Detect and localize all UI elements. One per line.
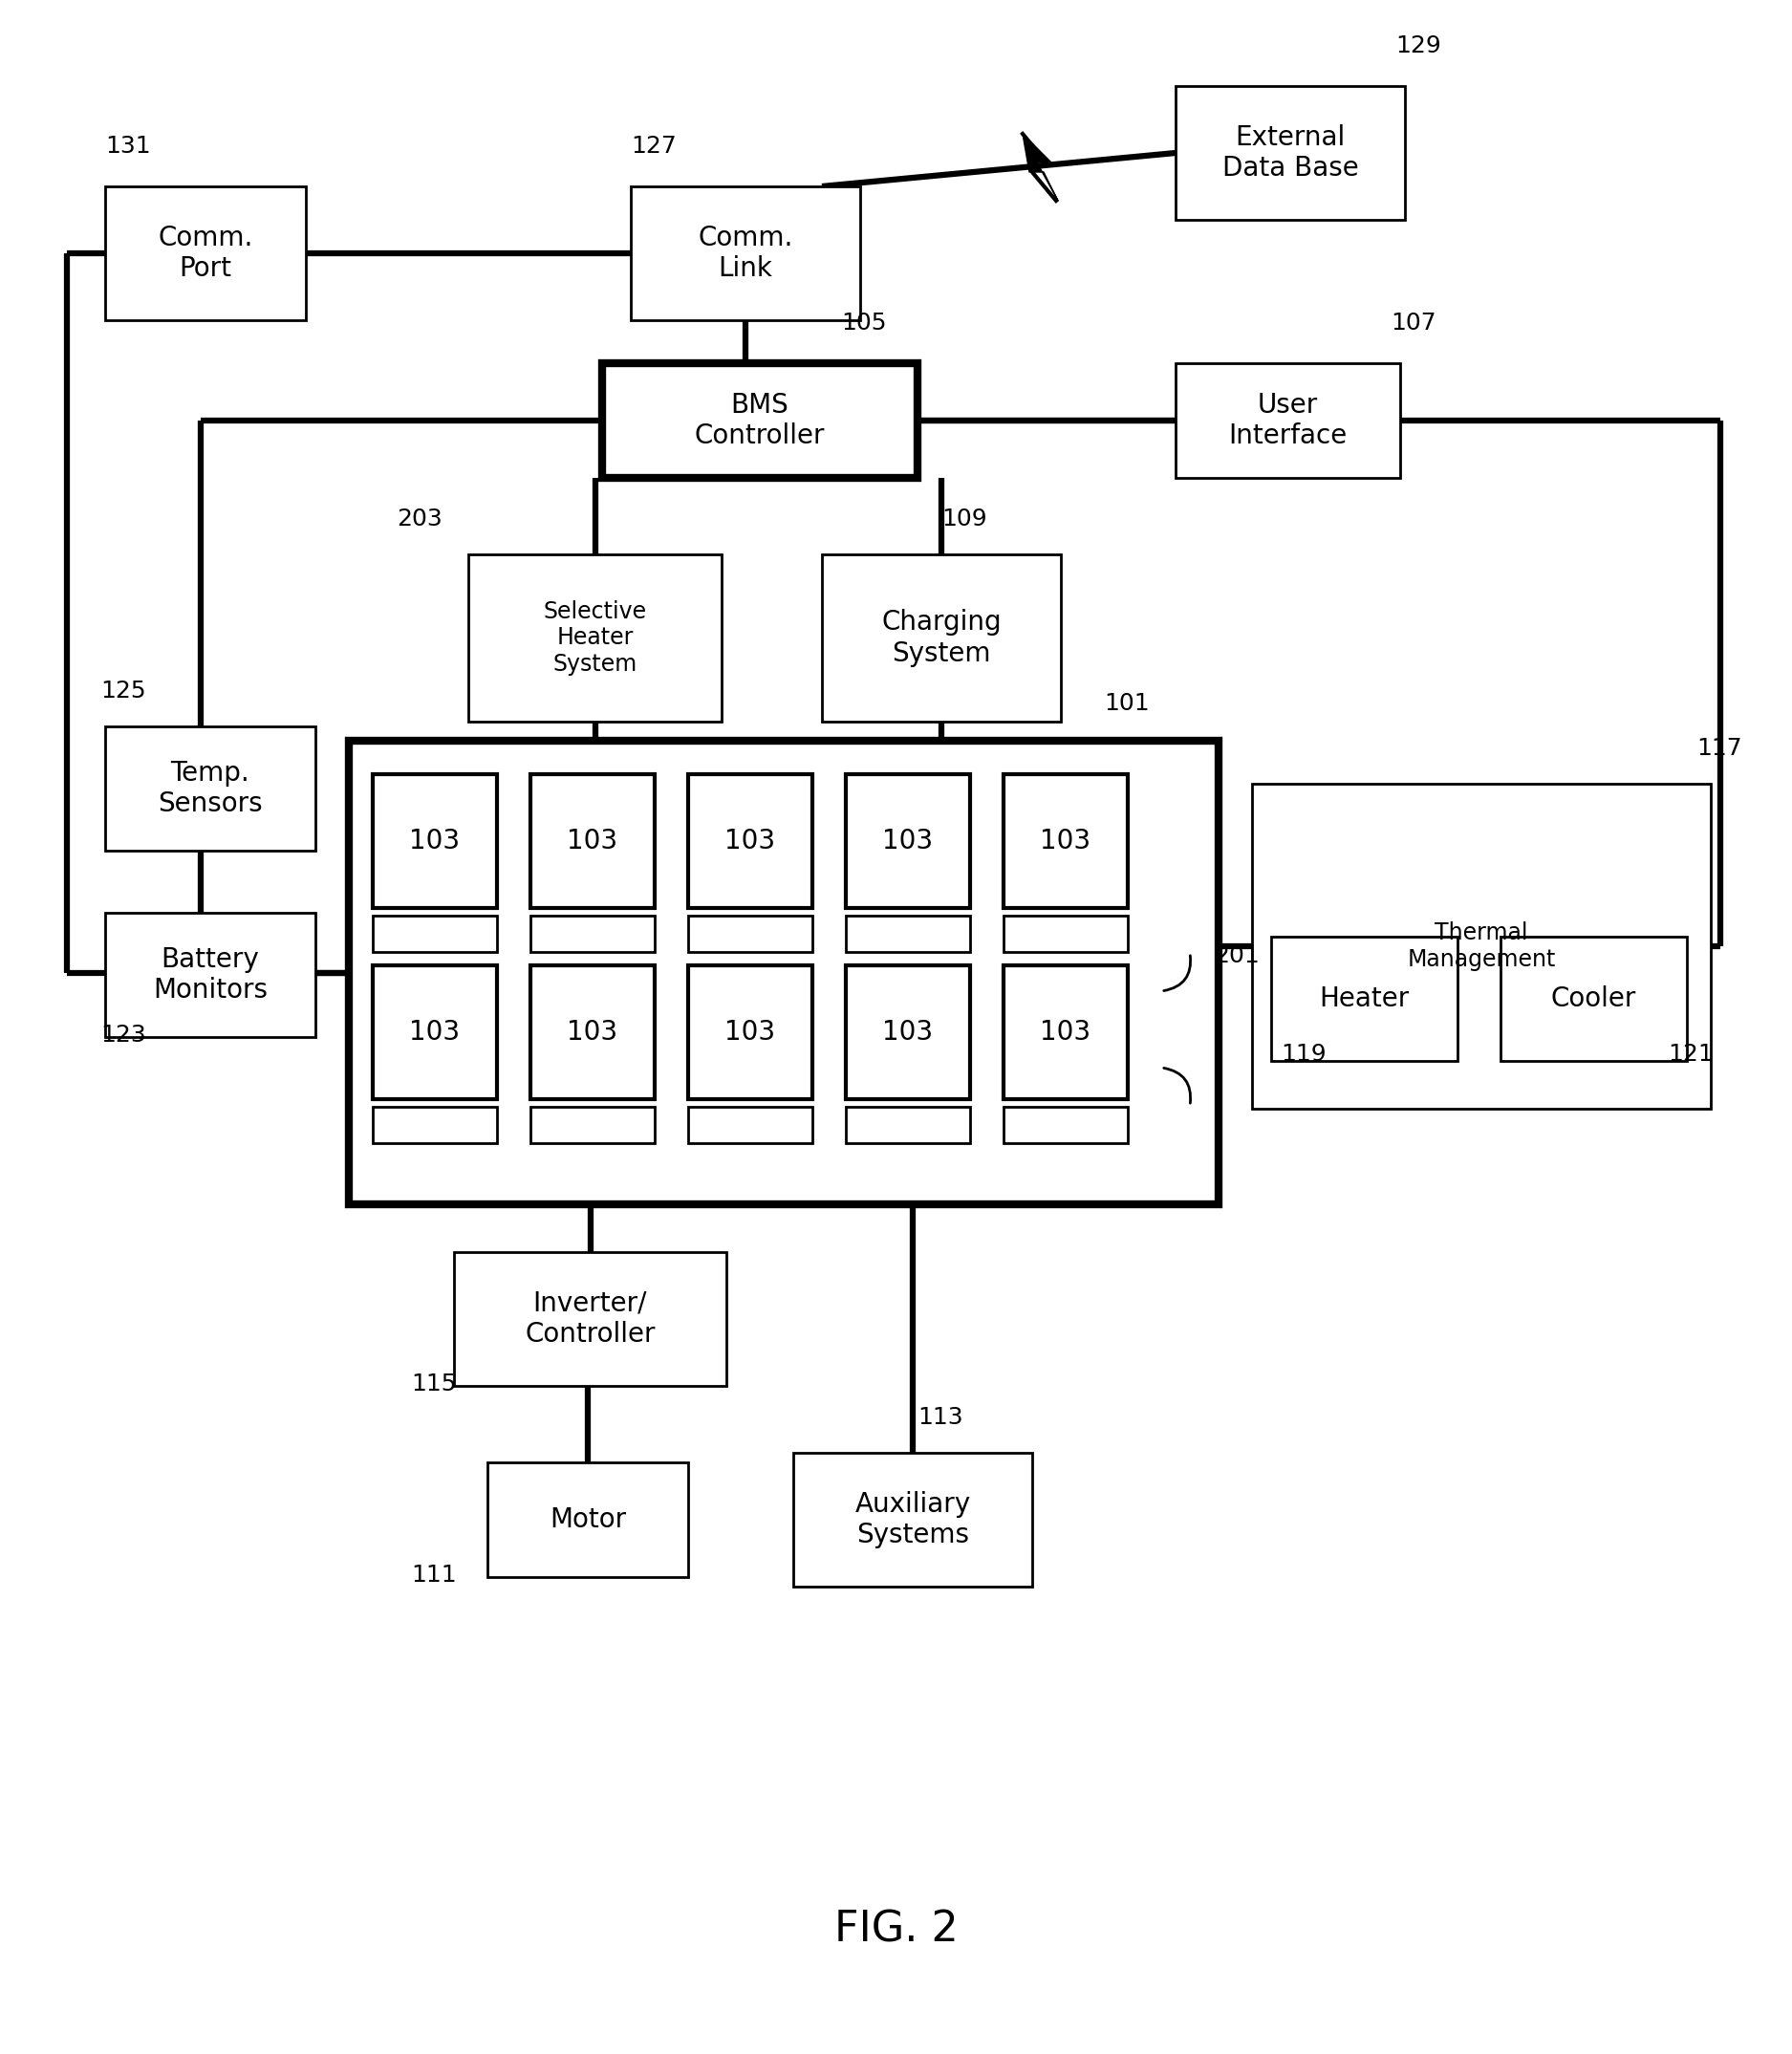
Bar bbox=[1004, 1107, 1127, 1144]
Bar bbox=[602, 364, 918, 479]
Polygon shape bbox=[1023, 134, 1057, 201]
Bar bbox=[468, 555, 722, 721]
Text: Cooler: Cooler bbox=[1552, 986, 1636, 1013]
Bar bbox=[688, 1107, 812, 1144]
Text: 117: 117 bbox=[1697, 737, 1742, 760]
Bar bbox=[1004, 916, 1127, 951]
Text: Heater: Heater bbox=[1319, 986, 1409, 1013]
Bar bbox=[106, 912, 315, 1037]
Text: 131: 131 bbox=[106, 136, 151, 158]
Bar bbox=[631, 187, 860, 320]
Bar bbox=[1176, 86, 1405, 220]
Text: 101: 101 bbox=[1104, 692, 1149, 715]
Text: 103: 103 bbox=[724, 1019, 776, 1045]
Bar bbox=[530, 965, 654, 1099]
Text: Thermal
Management: Thermal Management bbox=[1407, 922, 1555, 972]
FancyArrowPatch shape bbox=[1163, 955, 1190, 990]
Text: 123: 123 bbox=[100, 1023, 145, 1048]
Bar bbox=[1500, 937, 1686, 1062]
Text: 103: 103 bbox=[409, 1019, 461, 1045]
Text: Charging
System: Charging System bbox=[882, 610, 1002, 668]
Bar bbox=[846, 965, 969, 1099]
Text: Inverter/
Controller: Inverter/ Controller bbox=[525, 1290, 656, 1347]
Text: Temp.
Sensors: Temp. Sensors bbox=[158, 760, 263, 817]
Text: Selective
Heater
System: Selective Heater System bbox=[543, 600, 647, 676]
Bar bbox=[823, 555, 1061, 721]
Text: 109: 109 bbox=[941, 507, 987, 530]
Text: User
Interface: User Interface bbox=[1229, 392, 1348, 450]
FancyArrowPatch shape bbox=[1163, 1068, 1190, 1103]
Text: Comm.
Port: Comm. Port bbox=[158, 224, 253, 281]
Bar bbox=[530, 774, 654, 908]
Text: 125: 125 bbox=[100, 680, 145, 702]
Bar bbox=[1004, 965, 1127, 1099]
Bar bbox=[1271, 937, 1457, 1062]
Bar bbox=[106, 187, 306, 320]
Text: 103: 103 bbox=[724, 828, 776, 854]
Text: 119: 119 bbox=[1281, 1043, 1326, 1066]
Text: 105: 105 bbox=[840, 312, 887, 335]
Text: BMS
Controller: BMS Controller bbox=[695, 392, 824, 450]
Text: Comm.
Link: Comm. Link bbox=[699, 224, 792, 281]
Bar bbox=[1253, 785, 1711, 1109]
Bar bbox=[530, 916, 654, 951]
Text: 107: 107 bbox=[1391, 312, 1435, 335]
Text: 103: 103 bbox=[883, 828, 934, 854]
Text: 201: 201 bbox=[1213, 945, 1260, 967]
Text: 103: 103 bbox=[1039, 828, 1091, 854]
Bar bbox=[688, 965, 812, 1099]
Bar bbox=[373, 774, 496, 908]
Text: 121: 121 bbox=[1668, 1043, 1713, 1066]
Text: 129: 129 bbox=[1396, 35, 1441, 58]
Text: Auxiliary
Systems: Auxiliary Systems bbox=[855, 1491, 971, 1549]
Text: External
Data Base: External Data Base bbox=[1222, 123, 1358, 183]
Text: 103: 103 bbox=[566, 1019, 618, 1045]
Bar bbox=[688, 916, 812, 951]
Text: 103: 103 bbox=[566, 828, 618, 854]
Bar bbox=[1004, 774, 1127, 908]
Text: 113: 113 bbox=[918, 1407, 962, 1430]
Text: FIG. 2: FIG. 2 bbox=[833, 1910, 959, 1951]
Text: 111: 111 bbox=[410, 1563, 457, 1586]
Text: 127: 127 bbox=[631, 136, 676, 158]
Text: Motor: Motor bbox=[550, 1506, 625, 1532]
Bar bbox=[794, 1452, 1032, 1586]
Text: 115: 115 bbox=[410, 1372, 457, 1395]
Text: Battery
Monitors: Battery Monitors bbox=[152, 947, 267, 1004]
Text: 203: 203 bbox=[396, 507, 443, 530]
Text: 103: 103 bbox=[883, 1019, 934, 1045]
Bar bbox=[373, 1107, 496, 1144]
Bar bbox=[373, 965, 496, 1099]
Bar bbox=[846, 774, 969, 908]
Bar bbox=[453, 1253, 726, 1386]
Bar bbox=[487, 1462, 688, 1577]
Bar bbox=[106, 727, 315, 850]
Bar bbox=[846, 916, 969, 951]
Bar bbox=[688, 774, 812, 908]
Text: 103: 103 bbox=[409, 828, 461, 854]
Text: 103: 103 bbox=[1039, 1019, 1091, 1045]
Bar bbox=[530, 1107, 654, 1144]
Bar bbox=[846, 1107, 969, 1144]
Bar bbox=[1176, 364, 1400, 479]
Bar bbox=[373, 916, 496, 951]
Bar bbox=[349, 741, 1219, 1204]
